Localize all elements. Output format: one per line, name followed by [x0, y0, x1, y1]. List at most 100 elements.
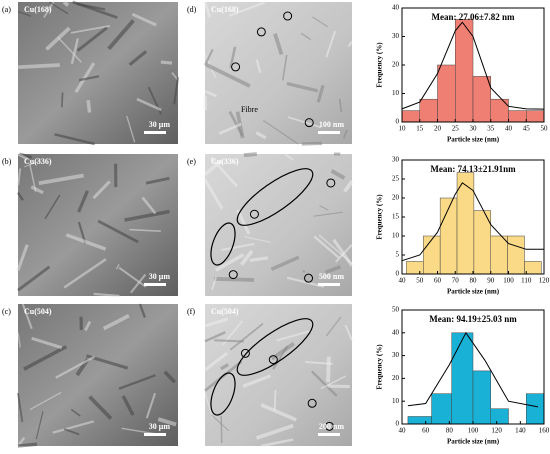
texture — [84, 320, 92, 332]
x-tick-label: 60 — [434, 277, 442, 285]
panel-label: Cu(504) — [211, 307, 239, 316]
texture — [70, 408, 81, 417]
texture — [160, 60, 173, 65]
texture — [325, 30, 337, 58]
y-tick-label: 10 — [392, 89, 400, 97]
chart-title: Mean: 94.19±25.03 nm — [429, 314, 517, 324]
texture — [273, 389, 277, 412]
bar — [407, 416, 432, 425]
texture — [243, 152, 258, 158]
micrograph — [18, 304, 178, 446]
texture — [17, 11, 32, 17]
panel-label: Cu(504) — [24, 307, 52, 316]
texture — [255, 59, 262, 74]
texture — [324, 265, 342, 275]
bar — [490, 98, 509, 123]
texture — [16, 244, 29, 272]
texture — [287, 116, 322, 129]
texture — [218, 122, 242, 135]
texture — [221, 242, 255, 252]
texture — [48, 1, 69, 15]
texture — [210, 156, 238, 188]
texture — [76, 26, 108, 52]
texture — [270, 255, 300, 271]
particle-marker — [256, 27, 266, 37]
texture — [344, 324, 353, 341]
bar — [419, 98, 438, 123]
texture — [92, 180, 111, 200]
particle-marker — [307, 398, 317, 408]
texture — [86, 100, 92, 113]
y-tick-label: 10 — [392, 232, 400, 240]
texture — [130, 273, 147, 294]
bar — [472, 76, 491, 123]
particle-marker — [304, 273, 314, 283]
texture — [214, 339, 244, 343]
texture — [220, 415, 223, 444]
chart-title: Mean: 74.13±21.91nm — [430, 164, 516, 174]
x-tick-label: 40 — [505, 125, 513, 133]
y-tick-label: 25 — [392, 175, 400, 183]
texture — [138, 303, 147, 318]
x-tick-label: 40 — [399, 277, 407, 285]
particle-marker — [231, 62, 241, 72]
fit-curve — [401, 21, 545, 110]
texture — [131, 12, 157, 27]
texture — [302, 270, 306, 273]
panel-label: Cu(336) — [24, 157, 52, 166]
texture — [242, 374, 272, 388]
y-axis-title: Frequency (%) — [376, 42, 384, 88]
texture — [325, 316, 342, 337]
texture — [332, 238, 354, 267]
x-tick-label: 10 — [399, 125, 407, 133]
y-tick-label: 30 — [392, 156, 400, 164]
outline — [236, 168, 314, 226]
texture — [72, 0, 118, 19]
texture — [326, 356, 331, 383]
bar — [524, 261, 542, 275]
micrograph — [205, 2, 352, 144]
y-tick-label: 20 — [392, 374, 400, 382]
texture — [173, 77, 180, 105]
texture — [17, 392, 24, 423]
bar — [526, 393, 545, 425]
texture — [63, 258, 107, 289]
texture — [78, 75, 100, 82]
y-tick-label: 20 — [392, 61, 400, 69]
scale-bar — [144, 283, 166, 286]
y-tick-label: 0 — [396, 118, 400, 126]
y-axis-title: Frequency (%) — [376, 194, 384, 240]
texture — [204, 352, 228, 372]
x-tick-label: 120 — [491, 427, 502, 435]
texture — [126, 115, 136, 143]
texture — [236, 209, 251, 235]
x-tick-label: 15 — [416, 125, 424, 133]
texture — [262, 120, 299, 145]
bar — [437, 64, 456, 123]
texture — [300, 32, 312, 41]
texture — [273, 33, 284, 55]
particle-marker — [240, 348, 250, 358]
scale-bar — [318, 433, 340, 436]
bar — [451, 332, 474, 425]
y-axis-title: Frequency (%) — [376, 344, 384, 390]
texture — [342, 129, 348, 139]
particle-marker — [304, 118, 314, 128]
bar — [406, 261, 424, 275]
texture — [141, 196, 157, 215]
texture — [121, 395, 135, 416]
texture — [31, 336, 63, 350]
texture — [213, 276, 255, 282]
scale-bar — [144, 433, 166, 436]
texture — [219, 363, 230, 371]
texture — [211, 414, 230, 432]
texture — [44, 194, 61, 220]
texture — [145, 176, 170, 185]
texture — [255, 423, 294, 440]
particle-marker — [268, 355, 278, 365]
texture — [17, 332, 21, 348]
texture — [203, 159, 223, 176]
texture — [319, 205, 329, 211]
x-tick-label: 40 — [399, 427, 407, 435]
y-tick-label: 0 — [396, 420, 400, 428]
